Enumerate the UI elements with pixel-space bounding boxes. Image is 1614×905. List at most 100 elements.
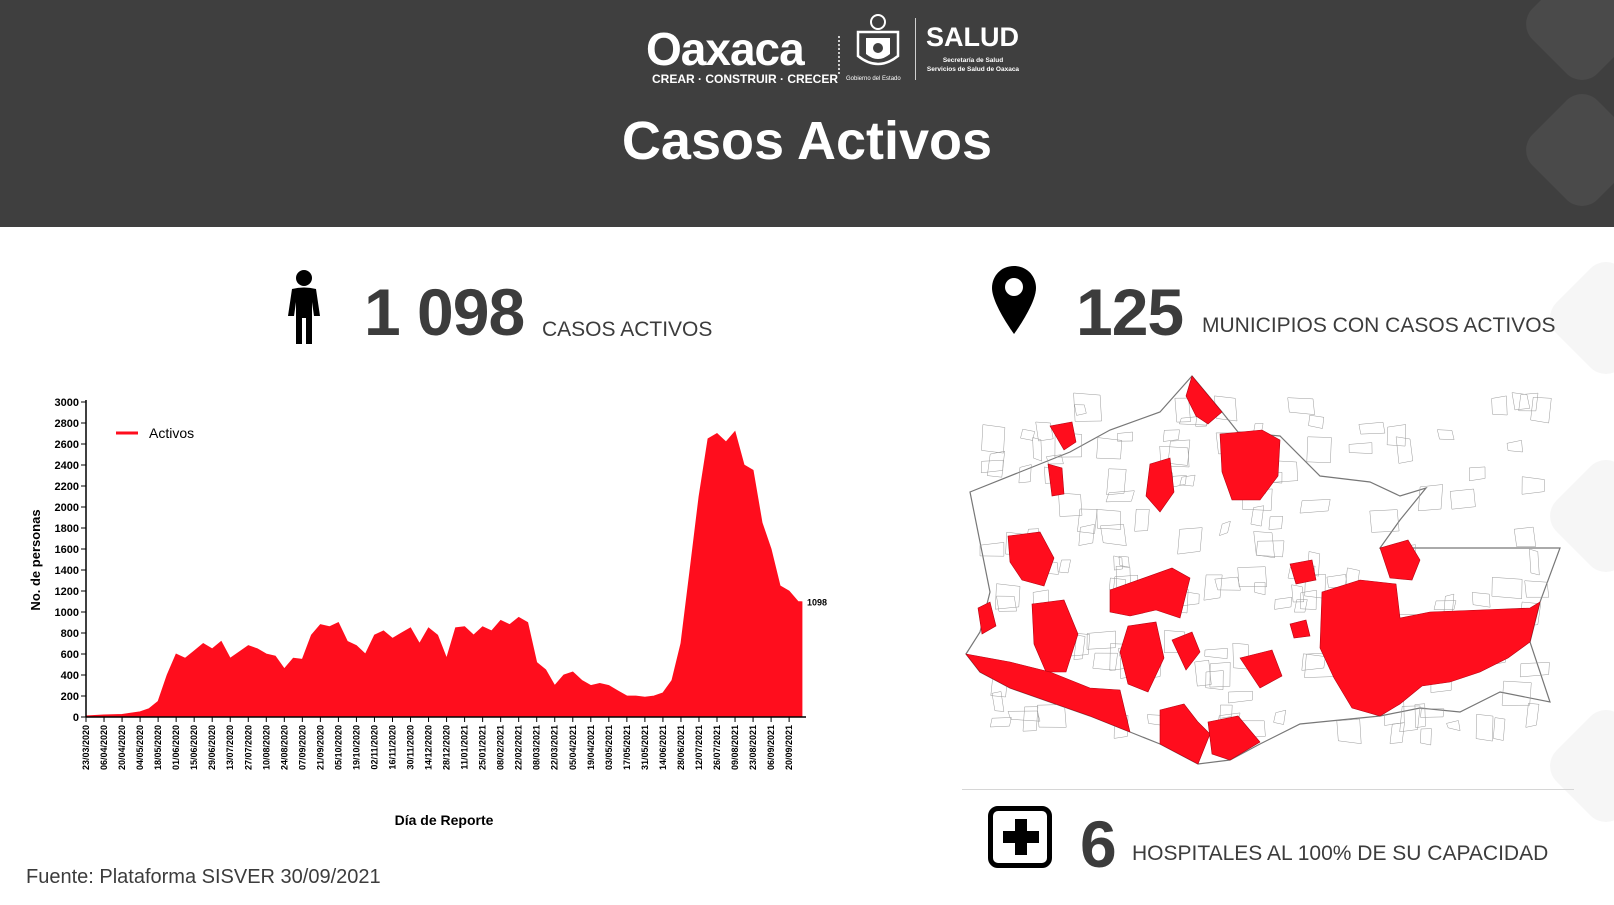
municipality-boundary: [1418, 484, 1443, 512]
municipality-boundary: [1250, 505, 1265, 527]
x-tick-label: 08/03/2021: [532, 725, 542, 770]
municipality-region: [1171, 631, 1201, 671]
x-tick-label: 31/05/2021: [640, 725, 650, 770]
header-banner: Oaxaca CREAR · CONSTRUIR · CRECER Gobier…: [0, 0, 1614, 227]
municipality-boundary: [1420, 708, 1445, 718]
municipality-boundary: [1086, 630, 1116, 650]
municipality-boundary: [1105, 490, 1135, 503]
municipality-region: [1119, 621, 1165, 693]
municipality-boundary: [1513, 526, 1536, 547]
municipality-region: [1289, 619, 1311, 639]
municipality-boundary: [1299, 499, 1331, 514]
municipality-boundary: [1273, 709, 1287, 725]
x-tick-label: 01/06/2020: [171, 725, 181, 770]
municipality-region: [1007, 531, 1055, 587]
municipality-boundary: [1203, 574, 1223, 601]
end-value-annotation: 1098: [807, 598, 827, 608]
x-tick-label: 19/04/2021: [586, 725, 596, 770]
x-tick-label: 06/09/2021: [766, 725, 776, 770]
municipality-boundary: [1159, 445, 1190, 468]
municipality-boundary: [1214, 576, 1241, 591]
x-tick-label: 20/09/2021: [784, 725, 794, 770]
brand-wordmark: Oaxaca: [646, 23, 805, 75]
x-tick-label: 22/03/2021: [550, 725, 560, 770]
municipality-boundary: [1274, 597, 1292, 610]
municipality-boundary: [1058, 559, 1071, 574]
municipalities-label: MUNICIPIOS CON CASOS ACTIVOS: [1202, 314, 1556, 337]
municipality-region: [1145, 457, 1175, 513]
municipality-boundary: [1446, 720, 1461, 732]
municipality-boundary: [1358, 421, 1386, 435]
active-cases-chart: 0 200 400 600 800 1000 1200 1400 1600 1800 2000 220…: [28, 397, 827, 828]
x-tick-label: 28/12/2020: [442, 725, 452, 770]
y-tick-label: 2400: [55, 460, 79, 472]
municipality-boundary: [1096, 509, 1122, 530]
municipality-boundary: [1018, 464, 1032, 484]
municipality-boundary: [1096, 437, 1123, 460]
municipality-boundary: [1209, 662, 1231, 688]
municipality-boundary: [1291, 584, 1305, 603]
x-tick-label: 10/08/2020: [261, 725, 271, 770]
municipality-boundary: [1134, 509, 1150, 532]
x-tick-label: 02/11/2020: [370, 725, 380, 770]
y-tick-label: 1400: [55, 565, 79, 577]
municipality-boundary: [1389, 722, 1405, 744]
municipality-boundary: [1179, 474, 1196, 487]
logo-separator: [838, 36, 840, 74]
municipality-boundary: [1530, 397, 1552, 424]
y-tick-label: 600: [61, 649, 79, 661]
municipality-boundary: [1194, 659, 1212, 687]
section-divider: [962, 789, 1574, 790]
x-tick-label: 04/05/2020: [135, 725, 145, 770]
municipality-boundary: [1228, 690, 1253, 704]
municipality-boundary: [1219, 704, 1233, 719]
active-cases-value: 1 098: [364, 275, 525, 349]
x-tick-label: 20/04/2020: [117, 725, 127, 770]
municipality-boundary: [1518, 392, 1539, 412]
municipality-boundary: [1253, 531, 1275, 559]
municipality-boundary: [1525, 703, 1540, 728]
municipality-boundary: [991, 691, 1005, 712]
y-tick-label: 200: [61, 691, 79, 703]
x-tick-label: 28/06/2021: [676, 725, 686, 770]
municipalities-value: 125: [1076, 275, 1184, 349]
municipality-boundary: [1113, 555, 1123, 571]
municipality-boundary: [1469, 466, 1486, 482]
municipality-boundary: [1306, 436, 1332, 464]
municipality-boundary: [1493, 717, 1506, 741]
municipality-boundary: [1268, 516, 1283, 530]
municipality-boundary: [1511, 392, 1531, 411]
municipalities-with-cases: [965, 375, 1541, 765]
y-tick-label: 1200: [55, 586, 79, 598]
municipality-boundary: [1254, 582, 1266, 596]
municipality-boundary: [1035, 421, 1054, 442]
municipality-region: [965, 653, 1131, 733]
municipality-boundary: [1521, 476, 1545, 495]
oaxaca-municipalities-map: [965, 375, 1561, 765]
x-tick-label: 17/05/2021: [622, 725, 632, 770]
salud-subtitle: Secretaría de Salud Servicios de Salud d…: [926, 56, 1020, 74]
municipality-boundary: [989, 717, 1012, 728]
municipality-boundary: [1037, 704, 1067, 728]
municipality-boundary: [1471, 592, 1491, 608]
salud-subtitle-line1: Secretaría de Salud: [942, 57, 1004, 64]
legend-label-activos: Activos: [149, 425, 194, 441]
municipality-boundary: [1433, 600, 1457, 610]
municipality-boundary: [1058, 492, 1083, 517]
municipality-boundary: [1032, 437, 1043, 462]
municipality-boundary: [1501, 680, 1532, 706]
municipality-boundary: [1106, 468, 1127, 496]
x-tick-label: 23/03/2020: [81, 725, 91, 770]
y-axis-label: No. de personas: [28, 509, 43, 610]
y-tick-label: 800: [61, 628, 79, 640]
municipality-region: [1207, 715, 1261, 761]
salud-subtitle-line2: Servicios de Salud de Oaxaca: [926, 66, 1020, 73]
municipality-region: [1289, 559, 1317, 585]
municipality-region: [1047, 463, 1065, 497]
municipality-boundary: [1529, 548, 1540, 576]
municipality-boundary: [1386, 424, 1406, 447]
salud-separator: [915, 18, 916, 80]
municipality-boundary: [1162, 429, 1180, 442]
municipality-region: [1379, 539, 1421, 581]
municipality-boundary: [1395, 436, 1414, 464]
